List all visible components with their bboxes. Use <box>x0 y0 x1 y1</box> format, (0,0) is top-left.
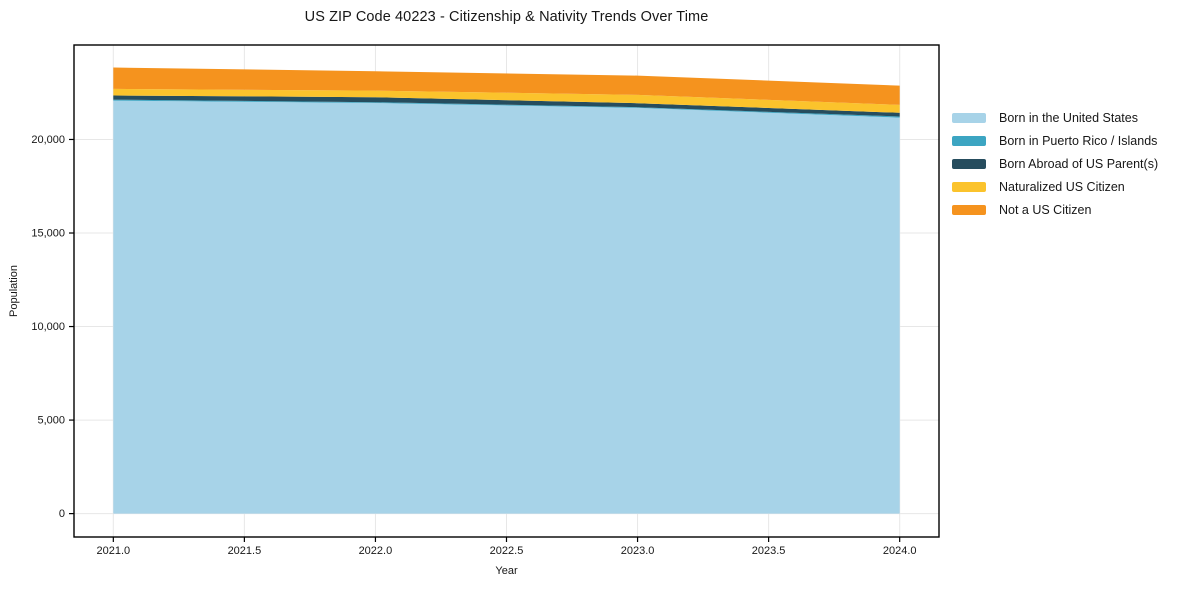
x-tick-label: 2024.0 <box>883 545 917 557</box>
legend-label: Born in Puerto Rico / Islands <box>999 133 1158 148</box>
legend-label: Naturalized US Citizen <box>999 179 1125 194</box>
x-axis-title: Year <box>495 565 518 577</box>
legend-item-born-abroad-of-us-parent-s: Born Abroad of US Parent(s) <box>952 152 1158 175</box>
legend-swatch-born-in-the-united-states <box>952 112 986 123</box>
y-tick-label: 5,000 <box>37 415 65 427</box>
legend-item-not-a-us-citizen: Not a US Citizen <box>952 198 1158 221</box>
x-tick-label: 2023.5 <box>752 545 786 557</box>
legend-item-born-in-the-united-states: Born in the United States <box>952 106 1158 129</box>
legend-item-naturalized-us-citizen: Naturalized US Citizen <box>952 175 1158 198</box>
x-tick-label: 2021.5 <box>228 545 262 557</box>
x-tick-label: 2021.0 <box>96 545 130 557</box>
legend-swatch-born-abroad-of-us-parent-s <box>952 158 986 169</box>
y-tick-label: 20,000 <box>31 134 65 146</box>
area-born-abroad-of-us-parent-s <box>113 95 900 117</box>
legend-swatch-naturalized-us-citizen <box>952 181 986 192</box>
legend-swatch-born-in-puerto-rico-islands <box>952 135 986 146</box>
y-axis-title: Population <box>8 265 20 317</box>
y-tick-label: 10,000 <box>31 321 65 333</box>
x-tick-label: 2022.5 <box>490 545 524 557</box>
axis-ticks <box>69 138 901 542</box>
x-tick-labels: 2021.0 2021.5 2022.0 2022.5 2023.0 2023.5 2024… <box>96 545 916 557</box>
legend: Born in the United States Born in Puerto … <box>952 106 1158 221</box>
x-tick-label: 2022.0 <box>359 545 393 557</box>
area-naturalized-us-citizen <box>113 88 900 113</box>
legend-swatch-not-a-us-citizen <box>952 204 986 215</box>
chart-title: US ZIP Code 40223 - Citizenship & Nativi… <box>304 9 709 25</box>
legend-label: Born in the United States <box>999 110 1138 125</box>
y-tick-label: 15,000 <box>31 228 65 240</box>
area-born-in-the-united-states <box>113 100 900 514</box>
legend-item-born-in-puerto-rico-islands: Born in Puerto Rico / Islands <box>952 129 1158 152</box>
legend-label: Born Abroad of US Parent(s) <box>999 156 1159 171</box>
y-tick-labels: 0 5,000 10,000 15,000 20,000 <box>31 134 65 520</box>
area-not-a-us-citizen <box>113 67 900 105</box>
y-tick-label: 0 <box>59 508 65 520</box>
x-tick-label: 2023.0 <box>621 545 655 557</box>
legend-label: Not a US Citizen <box>999 202 1092 217</box>
